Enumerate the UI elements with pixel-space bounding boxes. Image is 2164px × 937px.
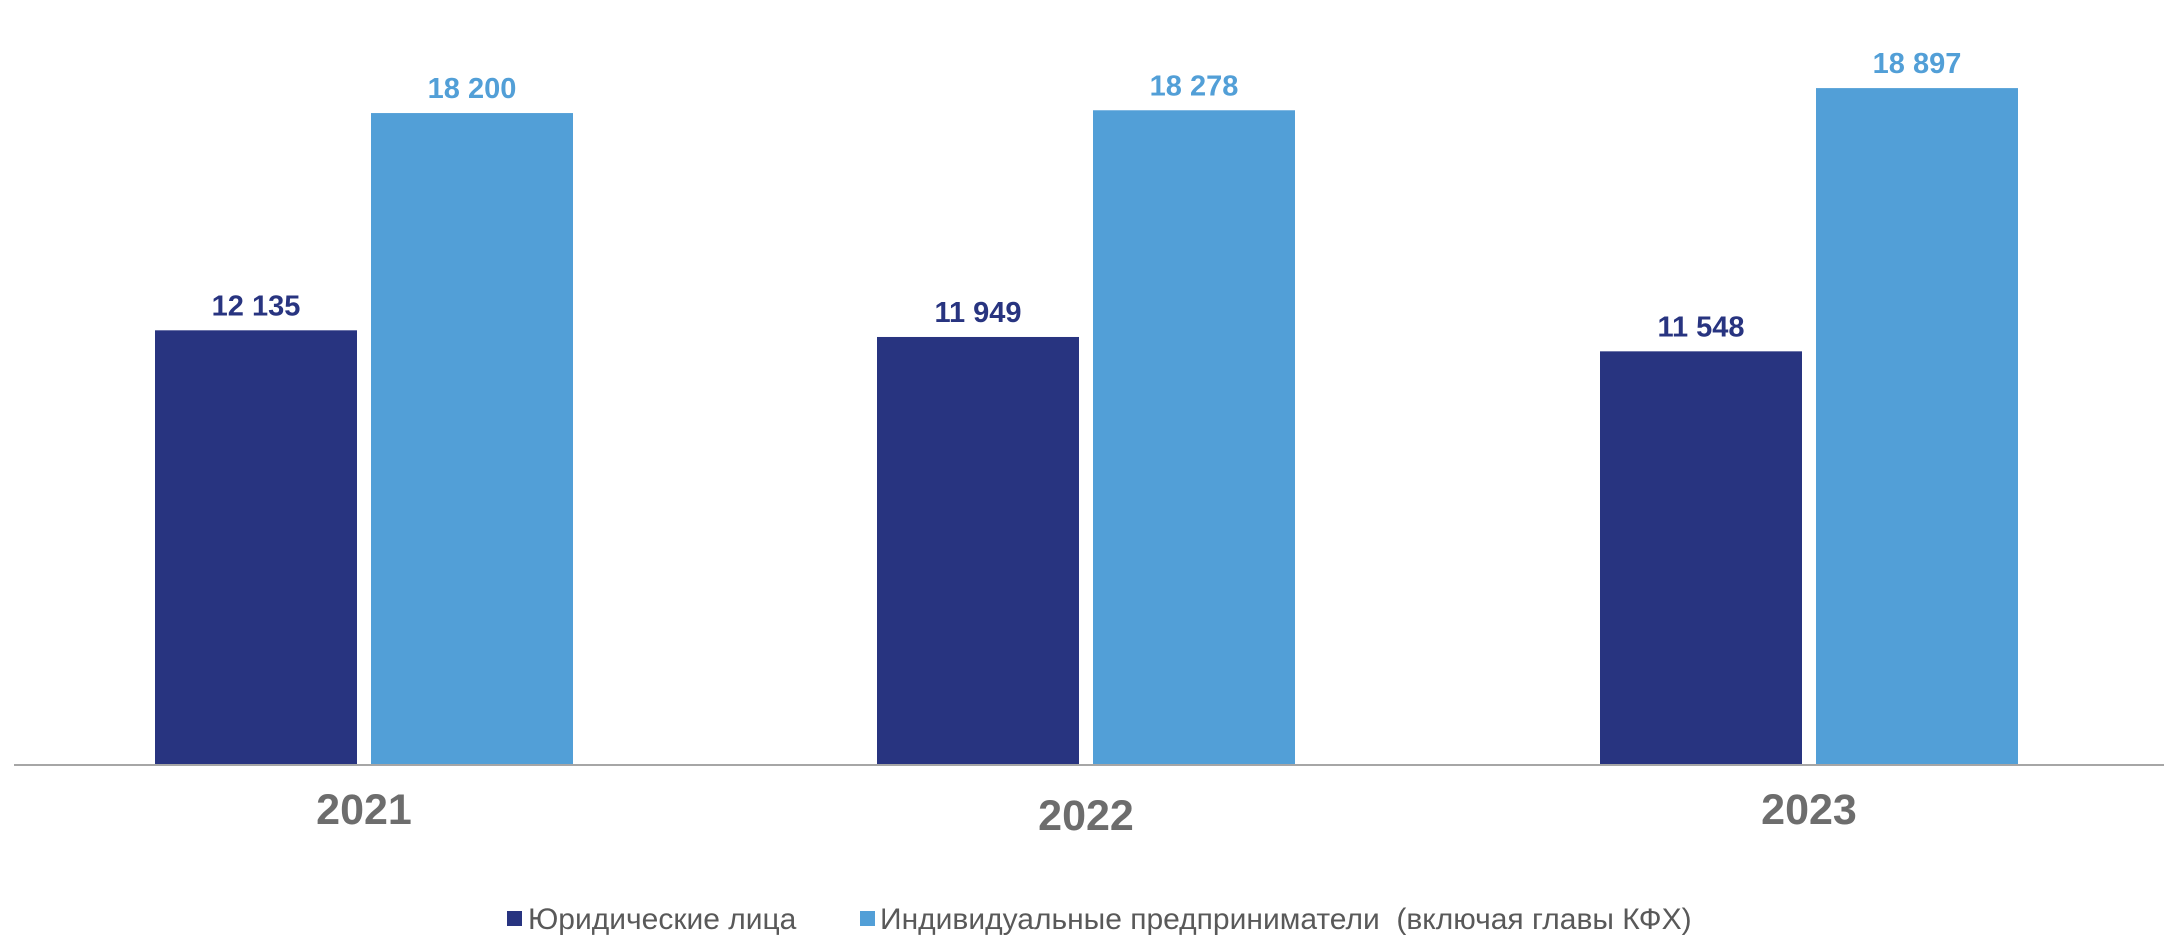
legend: Юридические лица Индивидуальные предприни… bbox=[507, 903, 1692, 936]
category-label-2021: 2021 bbox=[316, 786, 412, 834]
legend-swatch-series-1 bbox=[507, 911, 522, 926]
bar-2023-series-1 bbox=[1600, 351, 1802, 765]
category-labels-layer: 2021 2022 2023 bbox=[316, 786, 1857, 840]
value-label-2021-series-2: 18 200 bbox=[428, 73, 517, 105]
value-label-2021-series-1: 12 135 bbox=[212, 290, 301, 322]
value-labels-layer: 12 135 18 200 11 949 18 278 11 548 18 897 bbox=[212, 48, 1962, 343]
category-label-2023: 2023 bbox=[1761, 786, 1857, 834]
value-label-2022-series-1: 11 949 bbox=[934, 297, 1021, 329]
legend-label-series-1: Юридические лица bbox=[528, 903, 797, 936]
bar-2023-series-2 bbox=[1816, 88, 2018, 766]
legend-swatch-series-2 bbox=[860, 911, 875, 926]
bar-2022-series-2 bbox=[1093, 110, 1295, 765]
category-label-2022: 2022 bbox=[1038, 792, 1134, 840]
value-label-2023-series-2: 18 897 bbox=[1873, 48, 1962, 80]
bar-2022-series-1 bbox=[877, 336, 1079, 765]
value-label-2023-series-1: 11 548 bbox=[1657, 311, 1744, 343]
bars-layer bbox=[155, 88, 2018, 766]
bar-2021-series-1 bbox=[155, 330, 357, 765]
legend-label-series-2: Индивидуальные предприниматели (включая … bbox=[880, 903, 1692, 936]
bar-2021-series-2 bbox=[371, 113, 573, 766]
value-label-2022-series-2: 18 278 bbox=[1150, 70, 1239, 102]
